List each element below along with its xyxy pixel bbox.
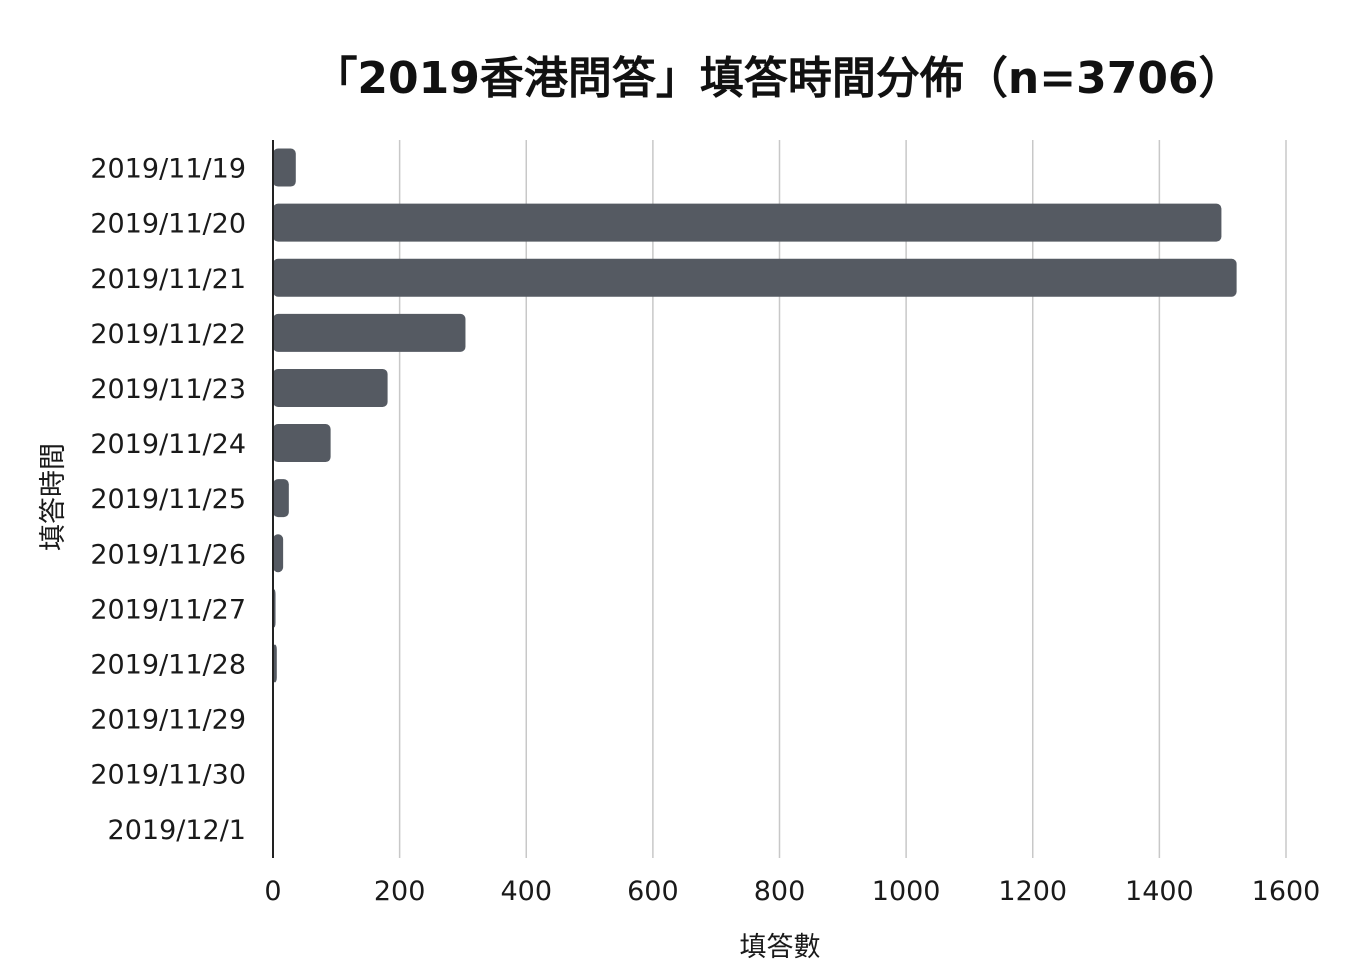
x-axis-title: 填答數 — [740, 932, 821, 963]
x-tick-label: 1000 — [872, 876, 941, 907]
x-tick-label: 800 — [754, 876, 806, 907]
y-tick-label: 2019/11/30 — [90, 760, 246, 791]
bar — [273, 258, 1237, 297]
y-tick-label: 2019/11/21 — [90, 264, 246, 295]
bar — [273, 313, 466, 352]
y-tick-label: 2019/11/26 — [90, 539, 246, 570]
bar — [273, 534, 284, 573]
bar — [273, 203, 1222, 242]
bars — [273, 148, 1237, 683]
x-tick-label: 200 — [374, 876, 426, 907]
bar — [273, 479, 289, 518]
bar — [273, 368, 388, 407]
x-tick-label: 0 — [264, 876, 281, 907]
y-axis-title: 填答時間 — [38, 443, 69, 551]
y-tick-label: 2019/11/22 — [90, 319, 246, 350]
y-tick-labels: 2019/11/19 2019/11/20 2019/11/21 2019/11/22… — [90, 154, 246, 846]
x-tick-label: 1200 — [998, 876, 1067, 907]
y-tick-label: 2019/11/24 — [90, 429, 246, 460]
y-tick-label: 2019/12/1 — [108, 815, 246, 846]
bar — [273, 148, 296, 187]
bar — [273, 424, 331, 463]
y-tick-label: 2019/11/27 — [90, 594, 246, 625]
y-tick-label: 2019/11/28 — [90, 649, 246, 680]
x-tick-label: 1400 — [1125, 876, 1194, 907]
gridlines — [398, 140, 1287, 858]
y-tick-label: 2019/11/25 — [90, 484, 246, 515]
y-tick-label: 2019/11/23 — [90, 374, 246, 405]
x-tick-labels: 0 200 400 600 800 1000 1200 1400 1600 — [264, 876, 1320, 907]
x-tick-label: 1600 — [1252, 876, 1321, 907]
x-tick-label: 400 — [500, 876, 552, 907]
y-tick-label: 2019/11/20 — [90, 209, 246, 240]
y-tick-label: 2019/11/29 — [90, 705, 246, 736]
chart-title: 「2019香港問答」填答時間分佈（n=3706） — [313, 53, 1243, 104]
x-tick-label: 600 — [627, 876, 679, 907]
y-tick-label: 2019/11/19 — [90, 154, 246, 185]
